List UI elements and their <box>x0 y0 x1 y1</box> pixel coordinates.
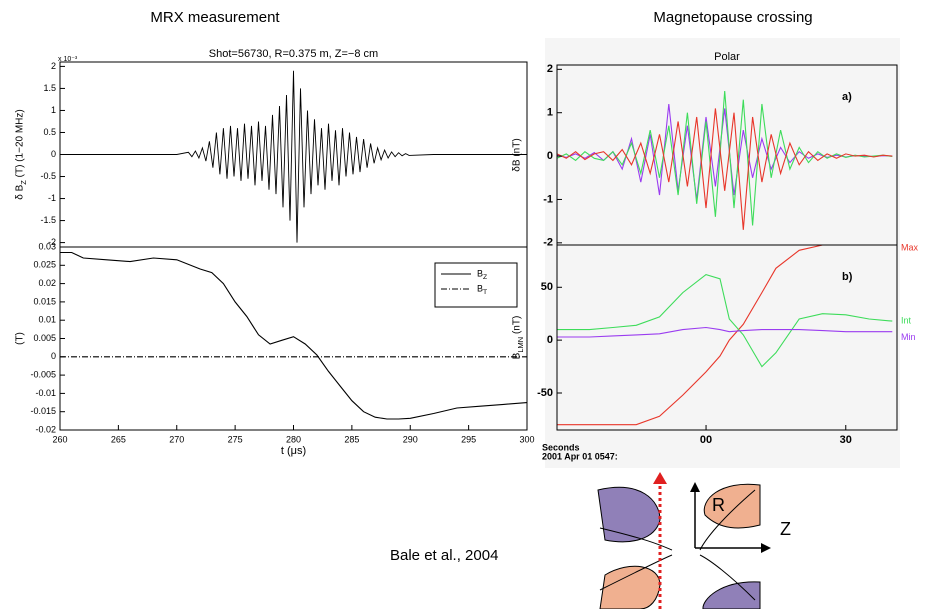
lobe <box>702 581 761 609</box>
x-tick-label: 275 <box>228 434 243 444</box>
x-tick-label: 270 <box>169 434 184 444</box>
y-axis-label: δ BZ (T) (1−20 MHz) <box>15 109 29 199</box>
y-tick-label: 2 <box>547 63 553 75</box>
data-line <box>557 326 893 338</box>
data-line <box>60 251 528 420</box>
left-heading: MRX measurement <box>150 9 280 26</box>
frame <box>556 244 898 431</box>
y-tick-label: 0 <box>51 351 56 361</box>
x-tick-label: 290 <box>403 434 418 444</box>
lobe <box>703 483 761 529</box>
axes-arrow <box>694 488 765 549</box>
y-tick-label: -50 <box>537 387 553 399</box>
x-tick-label: 30 <box>840 434 852 446</box>
y-tick-label: 0.015 <box>33 296 56 306</box>
y-tick-label: 1.5 <box>43 83 56 93</box>
y-tick-label: -0.015 <box>30 406 56 416</box>
panel-label: b) <box>842 271 853 283</box>
y-tick-label: 0 <box>547 334 553 346</box>
x-axis-label: t (μs) <box>281 445 306 457</box>
y-tick-label: 50 <box>541 281 553 293</box>
series-label: Int <box>901 315 912 325</box>
series-label: Max <box>901 242 919 252</box>
lobe <box>599 565 661 609</box>
y-tick-label: 0.01 <box>38 315 56 325</box>
y-tick-label: -1.5 <box>40 215 56 225</box>
citation: Bale et al., 2004 <box>390 547 498 564</box>
y-tick-label: -1 <box>48 193 56 203</box>
data-line <box>556 90 893 226</box>
x-tick-label: 300 <box>519 434 534 444</box>
y-axis-label: BLMN (nT) <box>512 316 526 360</box>
legend-box <box>434 262 518 308</box>
panel-label: a) <box>842 91 852 103</box>
x-tick-label: 285 <box>344 434 359 444</box>
y-tick-label: -0.01 <box>35 388 56 398</box>
arrow-head <box>690 482 771 553</box>
y-tick-label: -2 <box>48 237 56 247</box>
diagram: R Z <box>597 472 791 609</box>
y-tick-label: 0.025 <box>33 260 56 270</box>
y-tick-label: -1 <box>543 193 553 205</box>
x-tick-label: 280 <box>286 434 301 444</box>
panel-background <box>545 38 900 468</box>
arrow-head <box>653 472 667 484</box>
y-tick-label: 0.005 <box>33 333 56 343</box>
x-tick-label: 00 <box>700 434 712 446</box>
z-label: Z <box>780 519 791 539</box>
chart-title: Polar <box>714 51 740 63</box>
y-tick-label: -0.02 <box>35 424 56 434</box>
data-line <box>60 70 527 243</box>
y-tick-label: 2 <box>51 61 56 71</box>
legend-label: BZ <box>477 268 487 281</box>
y-tick-label: 0.02 <box>38 278 56 288</box>
data-line <box>556 108 893 230</box>
y-tick-label: 0.03 <box>38 241 56 251</box>
y-axis-label: δB (nT) <box>512 138 523 171</box>
y-tick-label: 0 <box>547 150 553 162</box>
right-heading: Magnetopause crossing <box>653 9 812 26</box>
y-tick-label: 1 <box>51 105 56 115</box>
lobe <box>597 486 661 543</box>
x-caption: 2001 Apr 01 0547: <box>542 451 618 461</box>
legend-label: BT <box>477 283 487 296</box>
x-tick-label: 295 <box>461 434 476 444</box>
y-multiplier: x 10⁻³ <box>58 56 78 63</box>
y-tick-label: -0.005 <box>30 369 56 379</box>
x-tick-label: 260 <box>52 434 67 444</box>
y-tick-label: 0 <box>51 149 56 159</box>
x-tick-label: 265 <box>111 434 126 444</box>
field-line <box>599 489 756 601</box>
y-tick-label: 1 <box>547 107 553 119</box>
y-tick-label: -2 <box>543 237 553 249</box>
data-line <box>557 273 893 368</box>
y-axis-label: (T) <box>15 332 26 345</box>
y-tick-label: 0.5 <box>43 127 56 137</box>
y-tick-label: -0.5 <box>40 171 56 181</box>
r-label: R <box>712 495 725 515</box>
x-caption: Seconds <box>542 442 580 452</box>
chart-title: Shot=56730, R=0.375 m, Z=−8 cm <box>209 48 378 60</box>
series-label: Min <box>901 332 916 342</box>
